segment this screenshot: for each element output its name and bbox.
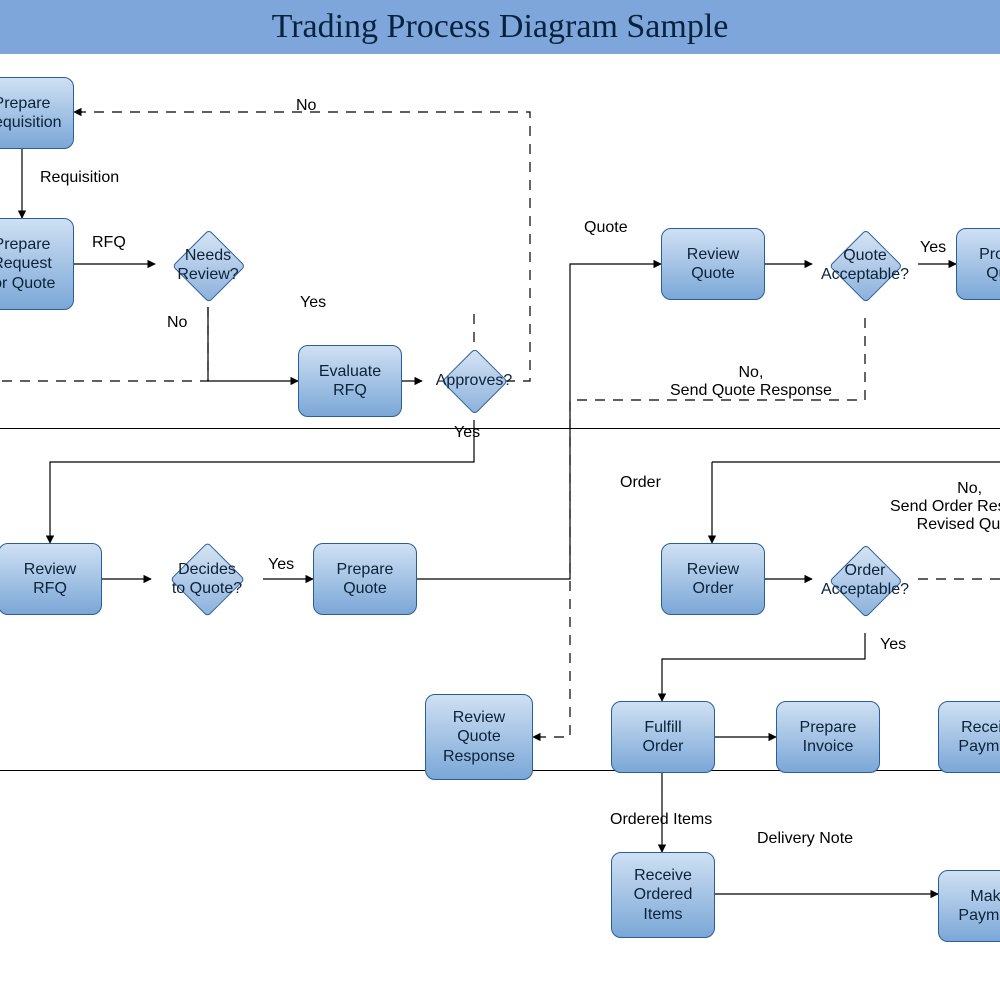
- node-process-quote: Process Quote: [956, 228, 1000, 300]
- node-make-payment: Make Payment: [938, 870, 1000, 942]
- node-decides-to-quote: Decides to Quote?: [171, 543, 243, 615]
- node-evaluate-rfq: Evaluate RFQ: [298, 345, 402, 417]
- edge-label: Yes: [268, 556, 294, 574]
- node-label: Prepare Request for Quote: [0, 235, 55, 293]
- node-needs-review: Needs Review?: [173, 230, 243, 300]
- edge-label: Order: [620, 474, 661, 492]
- node-label: Prepare Invoice: [800, 718, 857, 756]
- node-receive-payment: Receive Payment: [938, 701, 1000, 773]
- edge-label: No: [167, 314, 187, 332]
- node-label: Review Quote: [687, 245, 739, 283]
- node-label: Order Acceptable?: [821, 561, 909, 599]
- edge-e15: [662, 633, 865, 701]
- flowchart-canvas: Trading Process Diagram Sample Requisiti…: [0, 0, 1000, 1000]
- node-label: Receive Ordered Items: [634, 866, 693, 924]
- node-prepare-rfq: Prepare Request for Quote: [0, 218, 74, 310]
- title-bar: Trading Process Diagram Sample: [0, 0, 1000, 54]
- node-prepare-quote: Prepare Quote: [313, 543, 417, 615]
- edge-label: Yes: [454, 424, 480, 442]
- node-label: Decides to Quote?: [171, 560, 243, 598]
- node-prepare-requisition: Prepare Requisition: [0, 77, 74, 149]
- diagram-title: Trading Process Diagram Sample: [272, 8, 729, 45]
- node-review-order: Review Order: [661, 543, 765, 615]
- swimlane-divider: [0, 428, 1000, 429]
- node-label: Needs Review?: [173, 246, 243, 284]
- node-order-acceptable: Order Acceptable?: [830, 545, 900, 615]
- node-label: Make Payment: [958, 887, 1000, 925]
- node-label: Prepare Quote: [337, 560, 394, 598]
- node-label: Receive Payment: [958, 718, 1000, 756]
- edge-label: Ordered Items: [610, 811, 712, 829]
- node-approves: Approves?: [442, 349, 506, 413]
- node-prepare-invoice: Prepare Invoice: [776, 701, 880, 773]
- edge-e20: [74, 112, 530, 381]
- node-label: Review Order: [687, 560, 739, 598]
- edge-label: No: [296, 97, 316, 115]
- node-receive-ordered-items: Receive Ordered Items: [611, 852, 715, 938]
- edge-label: Requisition: [40, 169, 119, 187]
- edge-e3: [208, 307, 298, 381]
- node-review-quote-response: Review Quote Response: [425, 694, 533, 780]
- node-label: Evaluate RFQ: [319, 362, 381, 400]
- node-fulfill-order: Fulfill Order: [611, 701, 715, 773]
- edges-layer: [0, 0, 1000, 1000]
- edge-label: No, Send Quote Response: [670, 364, 832, 400]
- edge-label: Quote: [584, 219, 628, 237]
- node-label: Quote Acceptable?: [821, 246, 909, 284]
- edge-label: RFQ: [92, 234, 126, 252]
- edge-e6: [50, 420, 474, 543]
- node-review-quote: Review Quote: [661, 228, 765, 300]
- node-label: Fulfill Order: [643, 718, 684, 756]
- edge-label: Delivery Note: [757, 830, 853, 848]
- node-label: Review RFQ: [24, 560, 76, 598]
- node-label: Approves?: [436, 371, 513, 390]
- node-label: Prepare Requisition: [0, 94, 62, 132]
- edge-e9: [417, 264, 661, 579]
- edge-label: Yes: [920, 239, 946, 257]
- node-quote-acceptable: Quote Acceptable?: [830, 230, 900, 300]
- node-label: Process Quote: [979, 245, 1000, 283]
- node-review-rfq: Review RFQ: [0, 543, 102, 615]
- edge-label: Yes: [300, 294, 326, 312]
- node-label: Review Quote Response: [443, 708, 515, 766]
- edge-label: Yes: [880, 636, 906, 654]
- edge-label: No, Send Order Response Revised Quote: [890, 480, 1000, 534]
